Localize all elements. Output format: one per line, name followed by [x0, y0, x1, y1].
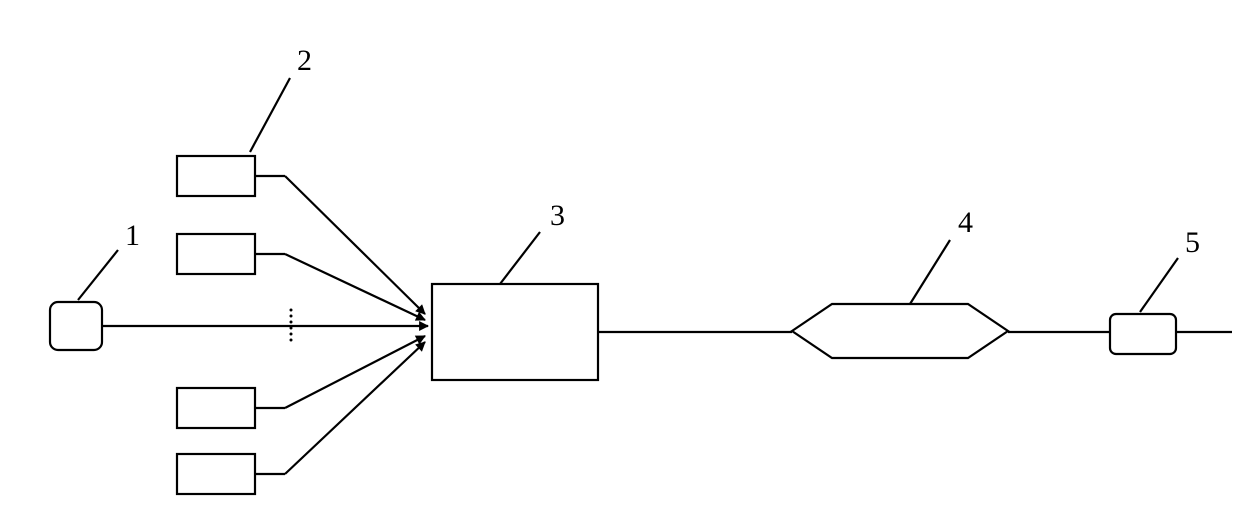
- node-n2c: [177, 388, 255, 428]
- edge: [285, 254, 425, 320]
- ellipsis-dot: [290, 339, 293, 342]
- leader-line: [910, 240, 950, 304]
- node-n4: [792, 304, 1008, 358]
- node-n2b: [177, 234, 255, 274]
- leader-line: [500, 232, 540, 284]
- leader-line: [250, 78, 290, 152]
- label-text-3: 3: [550, 199, 565, 232]
- leader-line: [78, 250, 118, 300]
- edge: [285, 336, 425, 408]
- ellipsis-dot: [290, 327, 293, 330]
- ellipsis-dot: [290, 333, 293, 336]
- node-n2a: [177, 156, 255, 196]
- ellipsis-dot: [290, 321, 293, 324]
- edge: [285, 342, 425, 474]
- diagram-canvas: 1 2 3 4 5: [0, 0, 1240, 527]
- ellipsis-dot: [290, 309, 293, 312]
- node-n5: [1110, 314, 1176, 354]
- ellipsis-dot: [290, 315, 293, 318]
- node-n3: [432, 284, 598, 380]
- leader-line: [1140, 258, 1178, 312]
- label-text-5: 5: [1185, 226, 1200, 259]
- node-n1: [50, 302, 102, 350]
- label-text-2: 2: [297, 44, 312, 77]
- edge: [285, 176, 425, 314]
- label-text-4: 4: [958, 206, 973, 239]
- node-n2d: [177, 454, 255, 494]
- label-text-1: 1: [125, 219, 140, 252]
